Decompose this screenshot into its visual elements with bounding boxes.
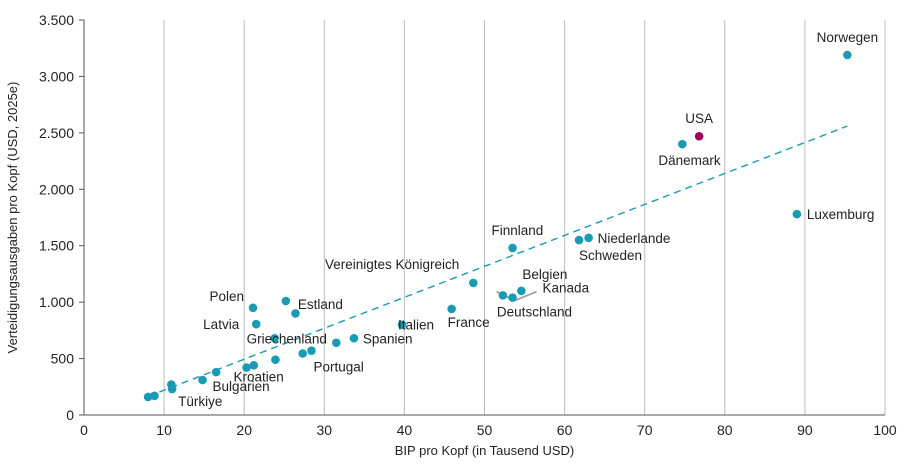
point-label: France [448,315,490,330]
point-label: Italien [398,318,434,333]
y-axis-title: Verteidigungsausgaben pro Kopf (USD, 202… [5,82,20,354]
y-tick-label: 3.000 [39,68,74,84]
point-labels: Norwegen USA Dänemark Luxemburg Finnland Nied… [178,30,878,409]
point-label: Niederlande [598,231,671,246]
data-point [517,286,526,296]
data-point [843,50,852,60]
y-tick-label: 1.500 [39,238,74,254]
data-point [198,375,207,385]
x-axis-title: BIP pro Kopf (in Tausend USD) [395,443,574,458]
x-tick-label: 90 [797,422,813,438]
data-point [150,391,159,401]
data-point [167,384,177,394]
x-tick-label: 20 [236,422,252,438]
point-label: Schweden [579,248,642,263]
point-label: Luxemburg [807,207,875,222]
x-tick-label: 60 [557,422,573,438]
data-point [574,235,584,245]
x-tick-label: 40 [397,422,413,438]
data-point [242,363,251,372]
y-tick-label: 2.500 [39,125,74,141]
x-tick-label: 0 [80,422,88,438]
data-point [694,131,704,141]
data-point [271,355,280,365]
point-label: Bulgarien [213,379,270,394]
y-tick-label: 3.500 [39,12,74,28]
y-tick-label: 500 [51,351,75,367]
x-tick-label: 70 [637,422,653,438]
point-label: Deutschland [497,304,572,319]
point-label: Estland [298,297,343,312]
data-point [249,361,259,370]
data-point [298,349,307,358]
data-point [678,139,687,149]
data-point [291,309,300,318]
y-tick-label: 0 [66,407,74,423]
data-point [792,209,802,219]
data-point [332,338,341,348]
point-label: Latvia [203,317,240,332]
data-point [251,319,261,329]
trendline [147,125,848,398]
x-tick-label: 80 [717,422,733,438]
data-point [508,243,517,253]
trendline-group [147,125,848,398]
data-point [143,392,153,402]
data-point [468,278,478,288]
y-tick-label: 2.000 [39,181,74,197]
point-label: Spanien [363,331,413,346]
point-label: Türkiye [178,394,222,409]
point-label: Dänemark [658,153,721,168]
point-label: Vereinigtes Königreich [325,257,459,272]
point-label: Griechenland [247,331,327,346]
point-label: Portugal [313,360,363,375]
data-point [397,320,407,330]
data-point [584,233,593,243]
point-label: Polen [209,289,244,304]
data-point [307,346,316,355]
x-tick-label: 10 [156,422,172,438]
x-tick-label: 50 [477,422,493,438]
axes: 0 10 20 30 40 50 60 70 80 90 100 0 500 1.000 1.500 2.00… [39,12,897,438]
data-point [349,333,359,343]
point-label: USA [685,111,713,126]
data-points [143,50,852,402]
point-label: Belgien [522,267,567,282]
data-point [270,333,279,343]
data-point [281,296,291,306]
gridlines [163,20,886,415]
point-label: Kanada [543,281,590,296]
x-tick-label: 100 [873,422,897,438]
data-point [248,303,258,313]
point-label: Norwegen [817,30,879,45]
point-label: Kroatien [233,370,283,385]
y-tick-label: 1.000 [39,294,74,310]
point-label: Finnland [492,223,544,238]
data-point [498,291,508,300]
data-point [508,293,517,302]
data-point [211,367,221,377]
x-tick-label: 30 [317,422,333,438]
data-point [447,304,456,314]
